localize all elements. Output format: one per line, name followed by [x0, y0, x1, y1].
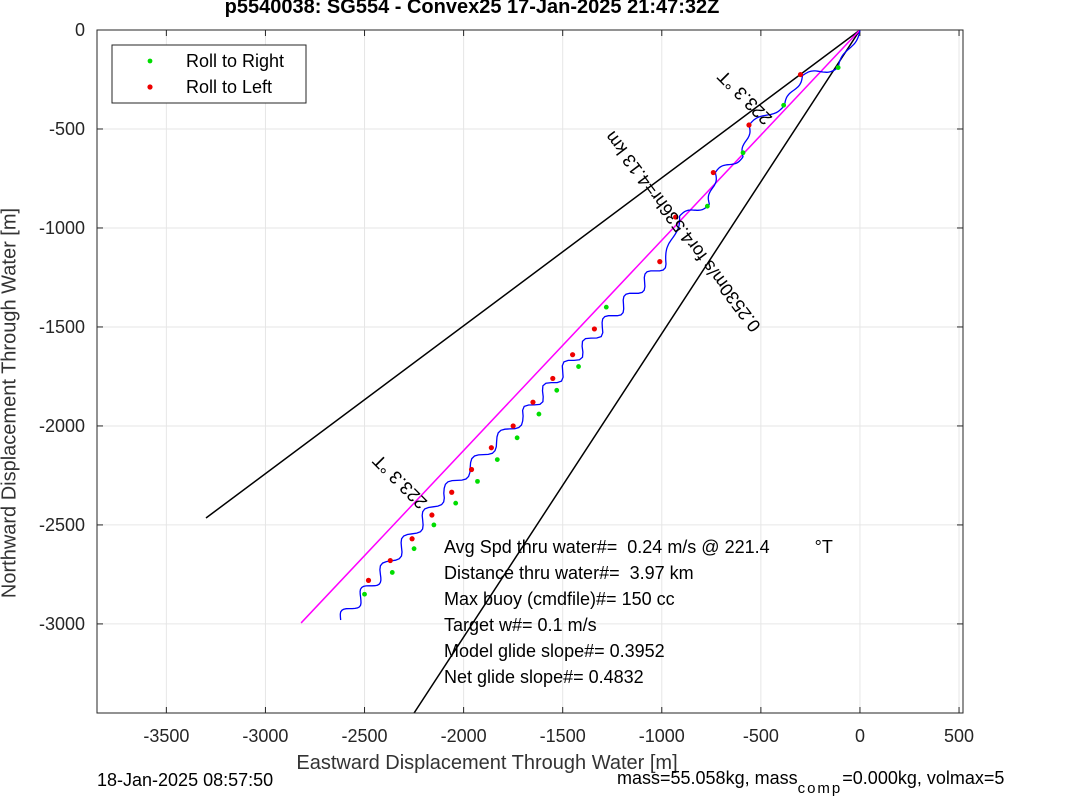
- y-tick-label: 0: [75, 20, 85, 40]
- roll-right-point: [603, 304, 609, 310]
- legend-box: [111, 44, 307, 104]
- plot-area: [97, 30, 963, 713]
- roll-right-point: [453, 500, 459, 506]
- roll-left-point: [570, 352, 576, 358]
- roll-right-point: [554, 387, 560, 393]
- roll-left-point: [530, 399, 536, 405]
- roll-right-point: [536, 411, 542, 417]
- roll-left-point: [710, 169, 716, 176]
- footer-mass-sub: comp: [797, 780, 843, 797]
- axes-box: [96, 29, 964, 714]
- legend-roll-right-marker: [147, 58, 153, 64]
- stats-annotation: Max buoy (cmdfile)#= 150 cc: [444, 589, 675, 609]
- roll-left-point: [797, 71, 804, 78]
- heading-cone-line: [413, 30, 861, 713]
- roll-right-point: [494, 457, 500, 462]
- course-line: [300, 30, 861, 624]
- roll-right-point: [576, 364, 581, 369]
- y-axis-label: Northward Displacement Through Water [m]: [0, 207, 21, 599]
- footer-mass-suffix: =0.000kg, volmax=5: [842, 768, 1005, 788]
- roll-left-point: [550, 375, 556, 382]
- roll-left-point: [449, 489, 455, 495]
- heading-cone-line: [205, 30, 861, 519]
- y-tick-label: -3000: [39, 614, 85, 634]
- x-tick-label: -1500: [540, 726, 586, 746]
- roll-left-point: [510, 423, 516, 429]
- chart-title: p5540038: SG554 - Convex25 17-Jan-2025 2…: [224, 0, 720, 18]
- roll-right-point: [411, 546, 417, 552]
- y-tick-label: -2000: [39, 416, 85, 436]
- roll-right-point: [740, 150, 746, 156]
- roll-right-point: [362, 591, 367, 597]
- footer-mass-prefix: mass=55.058kg, mass: [617, 768, 798, 788]
- y-tick-label: -1000: [39, 218, 85, 238]
- stats-annotation: Avg Spd thru water#= 0.24 m/s @ 221.4 °T: [444, 537, 833, 557]
- y-tick-label: -500: [49, 119, 85, 139]
- roll-left-point: [429, 512, 435, 518]
- roll-left-point: [673, 214, 679, 220]
- y-tick-label: -2500: [39, 515, 85, 535]
- roll-right-point: [389, 570, 395, 575]
- roll-right-point: [781, 102, 787, 108]
- roll-left-point: [657, 259, 663, 265]
- roll-right-point: [475, 478, 480, 484]
- stats-annotation: Net glide slope#= 0.4832: [444, 667, 644, 687]
- stats-annotation: Model glide slope#= 0.3952: [444, 641, 665, 661]
- roll-right-point: [704, 203, 710, 209]
- roll-left-point: [468, 466, 475, 473]
- stats-annotation: Target w#= 0.1 m/s: [444, 615, 597, 635]
- x-tick-label: 500: [944, 726, 974, 746]
- legend-roll-left-marker: [147, 84, 153, 90]
- x-tick-label: -2500: [342, 726, 388, 746]
- y-tick-label: -1500: [39, 317, 85, 337]
- footer-date: 18-Jan-2025 08:57:50: [97, 770, 274, 790]
- x-axis-label: Eastward Displacement Through Water [m]: [296, 752, 678, 774]
- roll-right-point: [835, 65, 841, 71]
- roll-left-point: [746, 122, 752, 128]
- x-tick-label: -1000: [639, 726, 685, 746]
- roll-left-point: [488, 445, 494, 451]
- roll-right-point: [514, 435, 520, 441]
- roll-right-point: [431, 522, 437, 528]
- footer-mass-info: mass=55.058kg, masscomp=0.000kg, volmax=…: [617, 768, 1005, 797]
- x-tick-label: 0: [855, 726, 865, 746]
- roll-left-point: [365, 577, 372, 583]
- roll-left-point: [591, 326, 598, 332]
- roll-left-point: [387, 557, 393, 564]
- x-tick-label: -3000: [242, 726, 288, 746]
- x-tick-label: -3500: [143, 726, 189, 746]
- stats-annotation: Distance thru water#= 3.97 km: [444, 563, 694, 583]
- roll-left-point: [409, 536, 415, 542]
- x-tick-label: -500: [743, 726, 779, 746]
- legend-roll-left-label: Roll to Left: [186, 77, 272, 97]
- legend-roll-right-label: Roll to Right: [186, 51, 284, 71]
- x-tick-label: -2000: [441, 726, 487, 746]
